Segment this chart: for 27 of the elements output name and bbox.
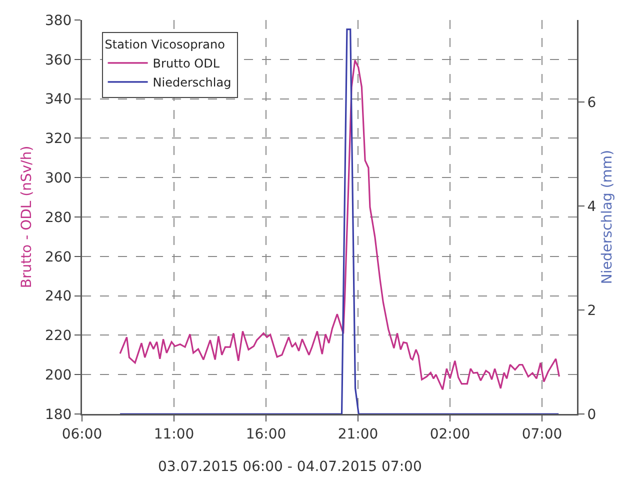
y2-tick-label: 4 (587, 198, 596, 215)
legend-label: Brutto ODL (152, 56, 220, 71)
x-tick-label: 16:00 (246, 426, 286, 442)
legend-title: Station Vicosoprano (104, 37, 225, 52)
y-tick-label: 360 (44, 52, 72, 68)
y-tick-label: 340 (44, 92, 72, 108)
x-tick-label: 21:00 (338, 426, 378, 442)
y-tick-label: 240 (44, 288, 72, 305)
y2-axis-title: Niederschlag (mm) (599, 150, 616, 284)
y-tick-label: 280 (44, 210, 72, 226)
y-tick-label: 200 (44, 368, 72, 384)
x-tick-label: 06:00 (62, 426, 102, 442)
y2-tick-label: 0 (587, 406, 596, 423)
x-axis-title: 03.07.2015 06:00 - 04.07.2015 07:00 (158, 459, 422, 475)
legend-label: Niederschlag (152, 76, 232, 90)
x-tick-label: 11:00 (154, 426, 194, 442)
x-tick-label: 07:00 (522, 426, 562, 442)
y-tick-label: 380 (44, 12, 72, 29)
y-axis-title: Brutto - ODL (nSv/h) (18, 146, 35, 288)
y-tick-label: 300 (44, 170, 72, 186)
y-tick-label: 180 (44, 406, 72, 423)
x-tick-label: 02:00 (430, 426, 470, 442)
y-tick-label: 260 (44, 249, 72, 266)
y2-tick-label: 6 (587, 95, 596, 112)
y-tick-label: 320 (44, 131, 72, 148)
y-tick-label: 220 (44, 328, 72, 344)
y2-tick-label: 2 (587, 302, 596, 319)
